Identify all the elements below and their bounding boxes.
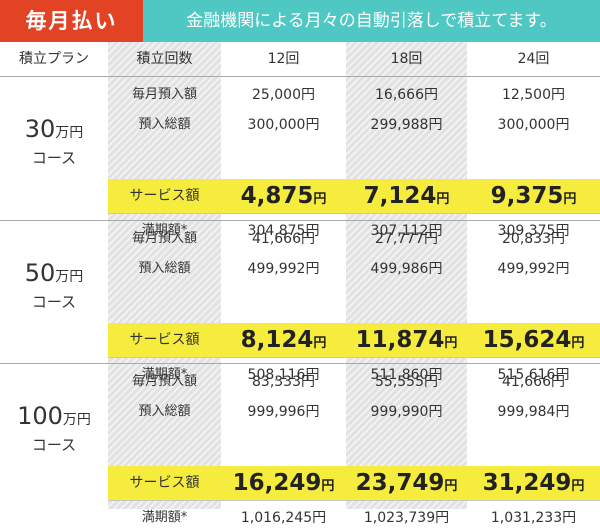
row-label-monthly: 毎月預入額 bbox=[131, 87, 197, 102]
yen-unit: 円 bbox=[563, 192, 577, 207]
row-label-maturity: 満期額* bbox=[141, 223, 188, 238]
header-bar: 毎月払い 金融機関による月々の自動引落しで積立てます。 bbox=[0, 0, 600, 42]
course-amount: 50 bbox=[24, 259, 56, 287]
payment-type-badge: 毎月払い bbox=[0, 0, 143, 42]
service-amount: 31,249円 bbox=[467, 466, 600, 504]
row-label-total: 預入総額 bbox=[138, 261, 191, 276]
monthly-value: 25,000円 bbox=[252, 87, 315, 103]
service-amount-value: 9,375 bbox=[490, 183, 564, 209]
monthly-value: 20,833円 bbox=[502, 231, 565, 247]
row-label-monthly: 毎月預入額 bbox=[131, 231, 197, 246]
column-header-24: 24回 bbox=[517, 51, 550, 67]
service-amount-value: 4,875 bbox=[240, 183, 314, 209]
maturity-value: 515,616円 bbox=[497, 367, 570, 383]
header-description: 金融機関による月々の自動引落しで積立てます。 bbox=[143, 0, 600, 42]
yen-unit: 円 bbox=[436, 192, 450, 207]
total-value: 999,984円 bbox=[497, 404, 570, 420]
service-amount: 23,749円 bbox=[346, 466, 467, 504]
monthly-value: 12,500円 bbox=[502, 87, 565, 103]
total-value: 300,000円 bbox=[247, 117, 320, 133]
yen-unit: 円 bbox=[571, 336, 585, 351]
total-value: 499,986円 bbox=[370, 261, 443, 277]
yen-unit: 円 bbox=[444, 479, 458, 494]
course-unit: 万円 bbox=[55, 125, 84, 141]
service-amount-value: 31,249 bbox=[482, 470, 572, 496]
service-amount-value: 8,124 bbox=[240, 327, 314, 353]
yen-unit: 円 bbox=[444, 336, 458, 351]
yen-unit: 円 bbox=[321, 479, 335, 494]
monthly-value: 41,666円 bbox=[252, 231, 315, 247]
maturity-value: 508,116円 bbox=[247, 367, 320, 383]
service-amount-value: 23,749 bbox=[355, 470, 445, 496]
row-label-service: サービス額 bbox=[129, 475, 200, 491]
course-label: 30万円コース bbox=[0, 115, 108, 168]
maturity-value: 1,016,245円 bbox=[240, 510, 327, 526]
total-value: 999,996円 bbox=[247, 404, 320, 420]
monthly-value: 41,666円 bbox=[502, 374, 565, 390]
row-label-column-background bbox=[108, 42, 221, 509]
maturity-value: 1,023,739円 bbox=[363, 510, 450, 526]
monthly-value: 83,333円 bbox=[252, 374, 315, 390]
total-value: 300,000円 bbox=[497, 117, 570, 133]
course-label: 100万円コース bbox=[0, 402, 108, 455]
course-unit: 万円 bbox=[55, 269, 84, 285]
service-amount-value: 16,249 bbox=[232, 470, 322, 496]
course-suffix: コース bbox=[31, 293, 77, 311]
total-value: 499,992円 bbox=[247, 261, 320, 277]
service-amount: 7,124円 bbox=[346, 179, 467, 217]
divider bbox=[0, 76, 600, 77]
row-label-total: 預入総額 bbox=[138, 404, 191, 419]
service-amount: 9,375円 bbox=[467, 179, 600, 217]
savings-plan-table: 積立プラン 積立回数 12回 18回 24回 30万円 コース 毎月預入額 25,00… bbox=[0, 42, 600, 526]
maturity-value: 1,031,233円 bbox=[490, 510, 577, 526]
row-label-total: 預入総額 bbox=[138, 117, 191, 132]
course-unit: 万円 bbox=[62, 412, 91, 428]
course-label: 50万円コース bbox=[0, 259, 108, 312]
total-value: 499,992円 bbox=[497, 261, 570, 277]
course-amount: 30 bbox=[24, 115, 56, 143]
divider bbox=[108, 500, 600, 501]
maturity-value: 307,112円 bbox=[370, 223, 443, 239]
row-label-service: サービス額 bbox=[129, 188, 200, 204]
column-header-12: 12回 bbox=[267, 51, 300, 67]
service-row-highlight bbox=[108, 179, 600, 213]
row-label-service: サービス額 bbox=[129, 332, 200, 348]
monthly-value: 27,777円 bbox=[375, 231, 438, 247]
column-header-18: 18回 bbox=[390, 51, 423, 67]
service-amount: 11,874円 bbox=[346, 323, 467, 361]
plan-header: 積立プラン bbox=[19, 51, 89, 67]
yen-unit: 円 bbox=[571, 479, 585, 494]
service-amount: 16,249円 bbox=[221, 466, 346, 504]
row-label-monthly: 毎月預入額 bbox=[131, 374, 197, 389]
service-amount: 4,875円 bbox=[221, 179, 346, 217]
yen-unit: 円 bbox=[313, 336, 327, 351]
row-label-maturity: 満期額* bbox=[141, 367, 188, 382]
column-18-background bbox=[346, 42, 467, 509]
course-amount: 100 bbox=[17, 402, 63, 430]
service-row-highlight bbox=[108, 466, 600, 500]
divider bbox=[0, 220, 600, 221]
divider bbox=[108, 213, 600, 214]
course-suffix: コース bbox=[31, 149, 77, 167]
service-amount: 8,124円 bbox=[221, 323, 346, 361]
maturity-value: 304,875円 bbox=[247, 223, 320, 239]
service-amount-value: 15,624 bbox=[482, 327, 572, 353]
row-label-maturity: 満期額* bbox=[141, 510, 188, 525]
count-header: 積立回数 bbox=[136, 51, 193, 67]
yen-unit: 円 bbox=[313, 192, 327, 207]
total-value: 999,990円 bbox=[370, 404, 443, 420]
monthly-value: 55,555円 bbox=[375, 374, 438, 390]
service-amount-value: 7,124 bbox=[363, 183, 437, 209]
divider bbox=[0, 363, 600, 364]
service-row-highlight bbox=[108, 323, 600, 357]
service-amount-value: 11,874 bbox=[355, 327, 445, 353]
divider bbox=[108, 357, 600, 358]
service-amount: 15,624円 bbox=[467, 323, 600, 361]
maturity-value: 511,860円 bbox=[370, 367, 443, 383]
maturity-value: 309,375円 bbox=[497, 223, 570, 239]
total-value: 299,988円 bbox=[370, 117, 443, 133]
monthly-value: 16,666円 bbox=[375, 87, 438, 103]
course-suffix: コース bbox=[31, 436, 77, 454]
